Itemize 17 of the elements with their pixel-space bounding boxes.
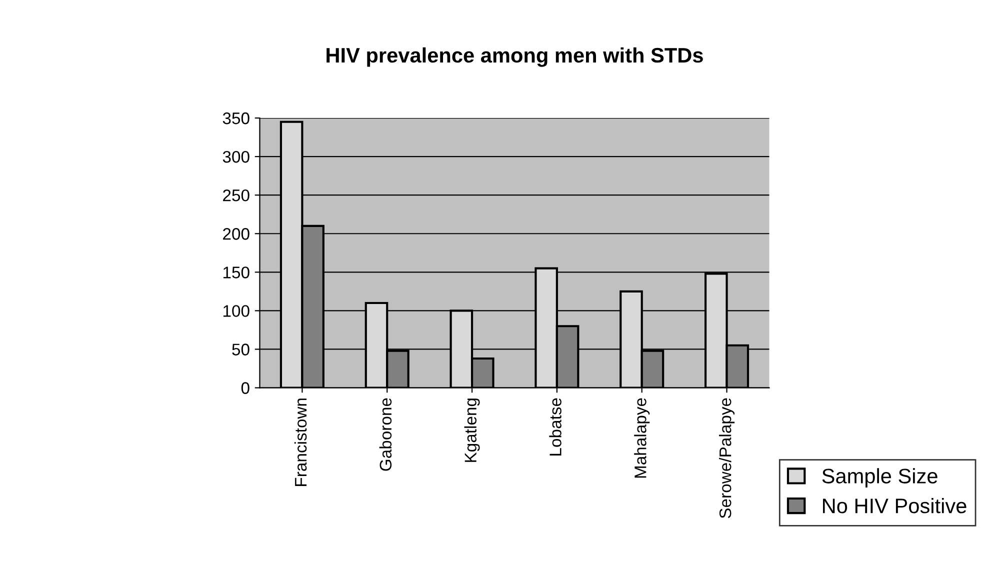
y-tick-label: 150 xyxy=(223,266,250,278)
y-tick-label: 250 xyxy=(223,189,250,202)
y-tick-label: 100 xyxy=(223,305,250,317)
y-tick-label: 0 xyxy=(241,382,250,394)
x-tick-label: Francistown xyxy=(294,398,307,486)
legend-label: No HIV Positive xyxy=(823,498,966,514)
x-tick-label: Kgatleng xyxy=(464,398,480,462)
x-tick-label: Serowe/Palapye xyxy=(719,398,735,518)
x-tick-label: Mahalapye xyxy=(634,398,650,478)
y-tick-label: 50 xyxy=(232,344,250,356)
x-tick-label: Gaborone xyxy=(379,398,392,471)
chart-title: HIV prevalence among men with STDs xyxy=(326,47,703,67)
legend-label: Sample Size xyxy=(822,468,938,488)
x-tick-label: Lobatse xyxy=(549,398,562,456)
y-tick-label: 200 xyxy=(223,228,250,240)
y-tick-label: 350 xyxy=(222,112,250,124)
y-tick-label: 300 xyxy=(222,150,250,163)
